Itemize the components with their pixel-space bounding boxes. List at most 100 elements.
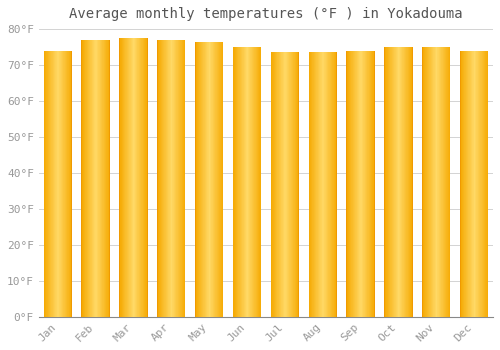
Bar	[211, 42, 212, 317]
Bar	[359, 51, 360, 317]
Bar	[347, 51, 348, 317]
Bar	[124, 38, 125, 317]
Bar	[355, 51, 356, 317]
Bar	[463, 51, 464, 317]
Bar	[366, 51, 367, 317]
Bar	[279, 52, 280, 317]
Bar	[70, 51, 71, 317]
Bar	[449, 47, 450, 317]
Bar	[483, 51, 484, 317]
Bar	[252, 47, 253, 317]
Bar	[469, 51, 470, 317]
Bar	[310, 52, 311, 317]
Bar	[181, 40, 182, 317]
Bar	[238, 47, 239, 317]
Bar	[374, 51, 375, 317]
Bar	[349, 51, 350, 317]
Bar	[120, 38, 121, 317]
Bar	[406, 47, 407, 317]
Bar	[360, 51, 361, 317]
Bar	[233, 47, 234, 317]
Bar	[205, 42, 206, 317]
Bar	[436, 47, 437, 317]
Bar	[172, 40, 173, 317]
Bar	[64, 51, 65, 317]
Bar	[209, 42, 210, 317]
Bar	[273, 52, 274, 317]
Bar	[173, 40, 174, 317]
Bar	[195, 42, 196, 317]
Bar	[235, 47, 236, 317]
Bar	[486, 51, 487, 317]
Bar	[399, 47, 400, 317]
Bar	[260, 47, 261, 317]
Bar	[87, 40, 88, 317]
Bar	[247, 47, 248, 317]
Bar	[432, 47, 433, 317]
Bar	[334, 52, 335, 317]
Bar	[108, 40, 109, 317]
Bar	[330, 52, 331, 317]
Bar	[204, 42, 205, 317]
Bar	[106, 40, 107, 317]
Bar	[179, 40, 180, 317]
Bar	[329, 52, 330, 317]
Bar	[318, 52, 320, 317]
Bar	[440, 47, 441, 317]
Bar	[290, 52, 291, 317]
Bar	[242, 47, 243, 317]
Bar	[424, 47, 425, 317]
Bar	[283, 52, 284, 317]
Bar	[248, 47, 250, 317]
Bar	[94, 40, 95, 317]
Bar	[444, 47, 445, 317]
Bar	[402, 47, 403, 317]
Bar	[119, 38, 120, 317]
Bar	[435, 47, 436, 317]
Bar	[131, 38, 132, 317]
Bar	[434, 47, 435, 317]
Bar	[277, 52, 278, 317]
Bar	[296, 52, 297, 317]
Bar	[297, 52, 298, 317]
Bar	[185, 40, 186, 317]
Bar	[284, 52, 285, 317]
Bar	[476, 51, 477, 317]
Bar	[351, 51, 352, 317]
Bar	[270, 52, 271, 317]
Bar	[183, 40, 184, 317]
Bar	[439, 47, 440, 317]
Bar	[168, 40, 169, 317]
Bar	[461, 51, 462, 317]
Bar	[237, 47, 238, 317]
Bar	[350, 51, 351, 317]
Bar	[472, 51, 473, 317]
Bar	[395, 47, 396, 317]
Bar	[460, 51, 461, 317]
Bar	[103, 40, 104, 317]
Bar	[431, 47, 432, 317]
Bar	[210, 42, 211, 317]
Bar	[321, 52, 322, 317]
Bar	[363, 51, 364, 317]
Bar	[289, 52, 290, 317]
Bar	[215, 42, 216, 317]
Bar	[428, 47, 429, 317]
Bar	[294, 52, 295, 317]
Bar	[404, 47, 405, 317]
Bar	[257, 47, 258, 317]
Bar	[207, 42, 208, 317]
Bar	[126, 38, 127, 317]
Bar	[208, 42, 209, 317]
Bar	[197, 42, 198, 317]
Bar	[356, 51, 357, 317]
Bar	[326, 52, 328, 317]
Bar	[52, 51, 53, 317]
Bar	[107, 40, 108, 317]
Bar	[276, 52, 277, 317]
Bar	[325, 52, 326, 317]
Bar	[348, 51, 349, 317]
Bar	[54, 51, 55, 317]
Bar	[346, 51, 347, 317]
Bar	[320, 52, 321, 317]
